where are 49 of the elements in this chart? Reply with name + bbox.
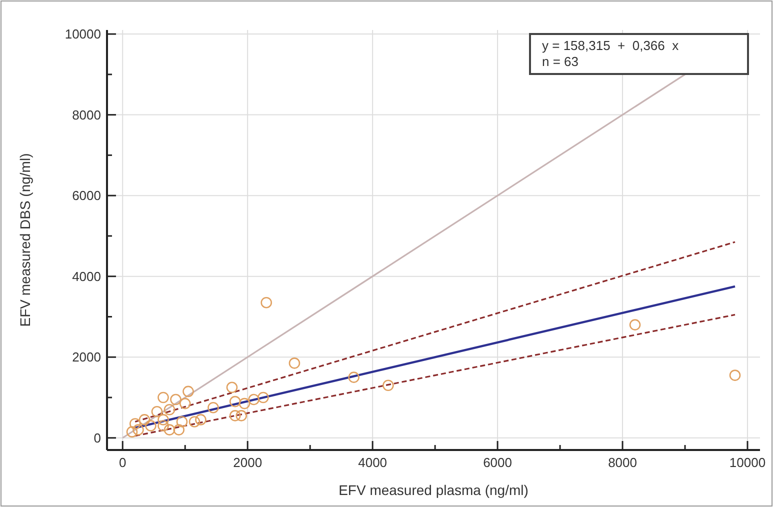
point: [182, 386, 194, 398]
point: [151, 406, 163, 418]
point: [195, 414, 206, 426]
x-tick-label: 4000: [358, 455, 388, 470]
point: [138, 414, 150, 426]
point: [229, 396, 241, 408]
y-tick-label: 0: [94, 430, 101, 446]
y-axis-title: EFV measured DBS (ng/ml): [17, 153, 33, 327]
point: [126, 426, 138, 438]
point: [629, 319, 641, 330]
point: [176, 416, 188, 428]
point: [229, 410, 241, 422]
point: [348, 372, 360, 383]
point: [164, 404, 176, 416]
point: [164, 424, 176, 436]
point: [258, 392, 269, 404]
point: [288, 358, 300, 369]
point: [158, 420, 169, 432]
annotation: n = 63: [542, 54, 579, 69]
point: [236, 410, 247, 422]
point: [170, 394, 182, 406]
point: [208, 402, 219, 414]
point: [226, 382, 238, 394]
annotation: y = 158,315 + 0,366 x: [542, 38, 680, 53]
x-tick-label: 2000: [233, 455, 262, 470]
point: [238, 398, 250, 410]
point: [248, 394, 260, 406]
point: [382, 380, 394, 392]
y-tick-label: 6000: [72, 188, 101, 204]
x-tick-label: 8000: [608, 455, 637, 470]
y-tick-label: 10000: [64, 26, 101, 42]
x-axis-title: EFV measured plasma (ng/ml): [338, 482, 528, 498]
point: [188, 416, 200, 428]
point: [173, 424, 185, 436]
x-tick-label: 10000: [729, 455, 766, 470]
point: [729, 370, 741, 381]
point: [132, 424, 144, 436]
point: [179, 398, 191, 410]
point: [260, 296, 272, 308]
x-tick-label: 6000: [483, 455, 512, 470]
y-tick-label: 2000: [72, 350, 101, 365]
point: [158, 392, 169, 404]
text-box: y = 158,315 + 0,366 x n = 63: [529, 33, 749, 75]
point: [158, 414, 169, 426]
point: [129, 418, 141, 430]
point: [145, 420, 156, 432]
y-tick-label: 8000: [72, 107, 101, 122]
y-tick-label: 4000: [72, 268, 101, 284]
x-tick-label: 0: [119, 455, 126, 470]
